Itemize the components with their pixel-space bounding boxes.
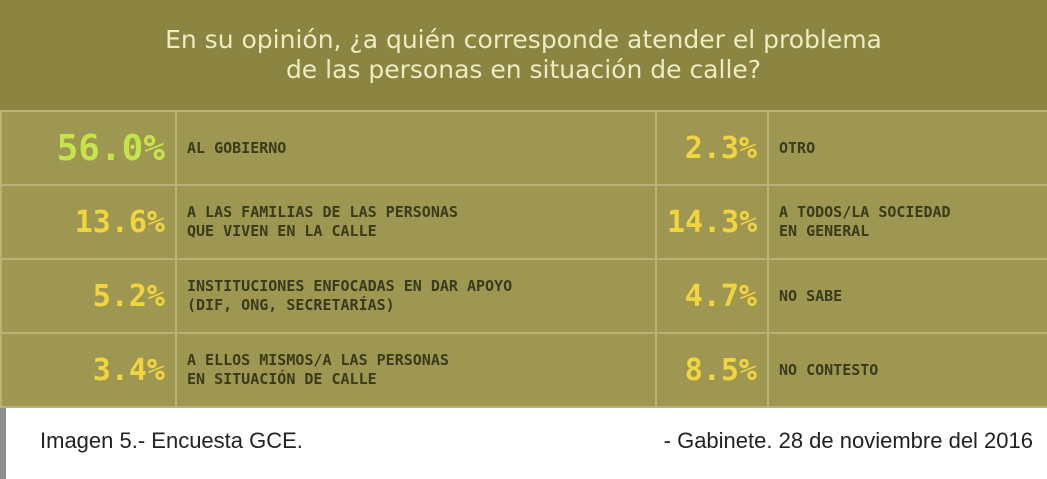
caption: Imagen 5.- Encuesta GCE. - Gabinete. 28 … (0, 408, 1047, 479)
percentage: 5.2% (0, 258, 177, 334)
caption-right: - Gabinete. 28 de noviembre del 2016 (663, 428, 1033, 453)
title-line: En su opinión, ¿a quién corresponde aten… (165, 25, 882, 54)
percentage: 3.4% (0, 332, 177, 408)
percentage: 2.3% (655, 110, 769, 186)
answer-label: A LAS FAMILIAS DE LAS PERSONAS QUE VIVEN… (175, 184, 657, 260)
answer-label: NO CONTESTO (767, 332, 1047, 408)
percentage: 56.0% (0, 110, 177, 186)
caption-left: Imagen 5.- Encuesta GCE. (40, 428, 303, 453)
answer-label: AL GOBIERNO (175, 110, 657, 186)
title-line: de las personas en situación de calle? (285, 55, 762, 84)
percentage: 13.6% (0, 184, 177, 260)
banner: En su opinión, ¿a quién corresponde aten… (0, 0, 1047, 110)
percentage: 4.7% (655, 258, 769, 334)
table-row: 56.0% AL GOBIERNO 2.3% OTRO (0, 110, 1047, 186)
table-row: 3.4% A ELLOS MISMOS/A LAS PERSONAS EN SIT… (0, 332, 1047, 408)
table-row: 13.6% A LAS FAMILIAS DE LAS PERSONAS QUE … (0, 184, 1047, 260)
answer-label: NO SABE (767, 258, 1047, 334)
table-row: 5.2% INSTITUCIONES ENFOCADAS EN DAR APOYO… (0, 258, 1047, 334)
answer-label: A ELLOS MISMOS/A LAS PERSONAS EN SITUACI… (175, 332, 657, 408)
answer-label: INSTITUCIONES ENFOCADAS EN DAR APOYO (DI… (175, 258, 657, 334)
percentage: 8.5% (655, 332, 769, 408)
percentage: 14.3% (655, 184, 769, 260)
results-table: 56.0% AL GOBIERNO 2.3% OTRO 13.6% A LAS FAMIL… (0, 110, 1047, 408)
answer-label: OTRO (767, 110, 1047, 186)
answer-label: A TODOS/LA SOCIEDAD EN GENERAL (767, 184, 1047, 260)
